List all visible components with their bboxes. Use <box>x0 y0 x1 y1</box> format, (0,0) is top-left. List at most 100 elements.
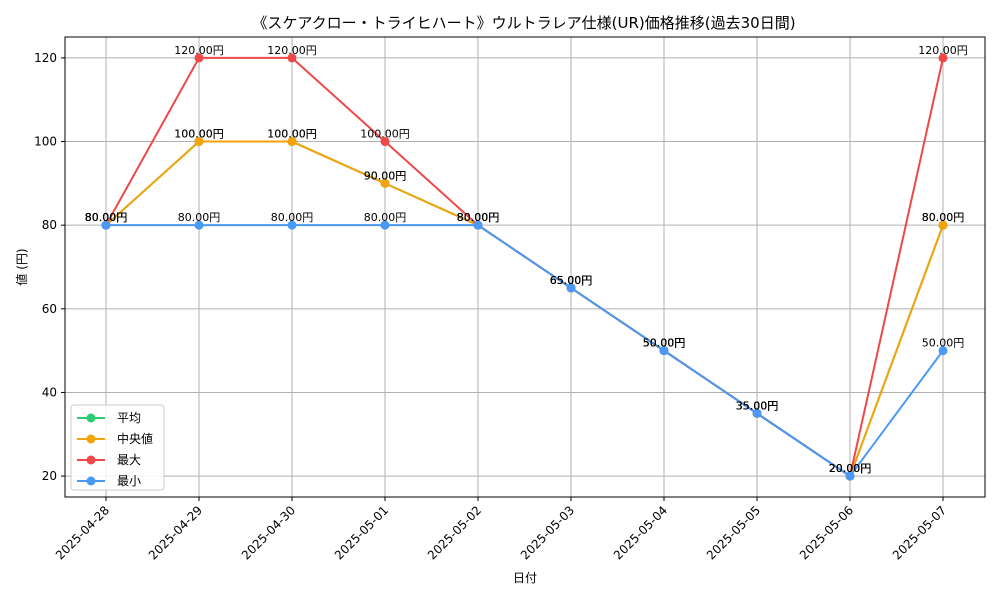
data-label: 90.00円 <box>364 169 407 182</box>
legend-label: 中央値 <box>117 431 153 446</box>
data-label: 80.00円 <box>364 211 407 224</box>
chart-title: 《スケアクロー・トライヒハート》ウルトラレア仕様(UR)価格推移(過去30日間) <box>252 14 795 32</box>
data-label: 20.00円 <box>829 462 872 475</box>
legend-marker <box>86 455 96 465</box>
legend-box <box>70 404 165 491</box>
data-label: 35.00円 <box>736 399 779 412</box>
data-point <box>194 53 204 63</box>
data-label: 100.00円 <box>267 128 317 141</box>
data-label: 20.00円 <box>829 462 872 475</box>
x-tick-label: 2025-04-28 <box>53 503 112 562</box>
data-point <box>380 178 390 188</box>
data-label: 90.00円 <box>364 169 407 182</box>
data-label: 80.00円 <box>85 211 128 224</box>
plot-frame <box>64 36 986 498</box>
data-labels: 80.00円 100.00円 100.00円 90.00円 80.00円 65.00円 50… <box>85 44 968 475</box>
data-point <box>194 220 204 230</box>
data-label: 50.00円 <box>922 337 965 350</box>
legend-entry: 中央値 <box>77 431 153 446</box>
x-tick-label: 2025-04-30 <box>239 503 298 562</box>
legend-entry: 最大 <box>77 453 141 467</box>
data-label: 65.00円 <box>550 274 593 287</box>
data-label: 20.00円 <box>829 462 872 475</box>
x-tick-label: 2025-05-01 <box>332 503 391 562</box>
legend-marker <box>86 476 96 486</box>
data-point <box>287 53 297 63</box>
y-tick-label: 20 <box>42 469 57 483</box>
data-label: 100.00円 <box>360 128 410 141</box>
x-axis-label: 日付 <box>513 571 537 585</box>
data-point <box>752 408 762 418</box>
data-label: 80.00円 <box>457 211 500 224</box>
data-point <box>287 137 297 147</box>
series-2 <box>101 53 948 481</box>
legend-label: 平均 <box>117 411 141 425</box>
x-axis-ticks: 2025-04-28 2025-04-29 2025-04-30 2025-05-01… <box>53 497 949 562</box>
legend-marker <box>86 413 96 423</box>
y-tick-label: 40 <box>42 385 57 399</box>
data-point <box>938 53 948 63</box>
series-lines <box>101 53 948 481</box>
data-label: 80.00円 <box>85 211 128 224</box>
y-tick-label: 60 <box>42 302 57 316</box>
data-label: 80.00円 <box>457 211 500 224</box>
legend-label: 最大 <box>117 453 141 467</box>
data-label: 50.00円 <box>643 337 686 350</box>
data-label: 120.00円 <box>267 44 317 57</box>
legend-entry: 平均 <box>77 411 141 425</box>
data-label: 65.00円 <box>550 274 593 287</box>
data-label: 50.00円 <box>643 337 686 350</box>
y-axis-label: 値 (円) <box>14 248 29 285</box>
data-point <box>473 220 483 230</box>
y-tick-label: 120 <box>34 51 57 65</box>
data-label: 50.00円 <box>643 337 686 350</box>
data-point <box>938 220 948 230</box>
x-tick-label: 2025-05-02 <box>425 503 484 562</box>
data-point <box>566 283 576 293</box>
legend-label: 最小 <box>117 474 141 488</box>
data-point <box>101 220 111 230</box>
x-tick-label: 2025-05-05 <box>704 503 763 562</box>
data-label: 80.00円 <box>85 211 128 224</box>
x-tick-label: 2025-05-07 <box>890 503 949 562</box>
series-line <box>105 56 944 478</box>
data-point <box>194 137 204 147</box>
legend-entry: 最小 <box>77 474 141 488</box>
x-tick-label: 2025-05-06 <box>797 503 856 562</box>
data-label: 20.00円 <box>829 462 872 475</box>
legend-marker <box>86 434 96 444</box>
data-label: 65.00円 <box>550 274 593 287</box>
x-tick-label: 2025-05-03 <box>518 503 577 562</box>
data-label: 100.00円 <box>267 128 317 141</box>
data-label: 80.00円 <box>85 211 128 224</box>
data-label: 80.00円 <box>922 211 965 224</box>
data-point <box>659 346 669 356</box>
data-label: 80.00円 <box>271 211 314 224</box>
data-label: 100.00円 <box>174 128 224 141</box>
data-point <box>380 137 390 147</box>
x-tick-label: 2025-05-04 <box>611 503 670 562</box>
data-label: 120.00円 <box>918 44 968 57</box>
data-point <box>845 471 855 481</box>
data-label: 35.00円 <box>736 399 779 412</box>
data-label: 80.00円 <box>922 211 965 224</box>
data-label: 50.00円 <box>643 337 686 350</box>
y-tick-label: 80 <box>42 218 57 232</box>
data-label: 80.00円 <box>178 211 221 224</box>
series-3 <box>101 220 948 481</box>
data-point <box>380 220 390 230</box>
y-axis-ticks: 20 40 60 80 100 120 <box>34 51 65 483</box>
x-tick-label: 2025-04-29 <box>146 503 205 562</box>
data-label: 80.00円 <box>457 211 500 224</box>
grid <box>65 37 985 497</box>
data-point <box>287 220 297 230</box>
data-label: 120.00円 <box>174 44 224 57</box>
data-label: 80.00円 <box>457 211 500 224</box>
y-tick-label: 100 <box>34 135 57 149</box>
data-label: 35.00円 <box>736 399 779 412</box>
series-line <box>106 224 944 478</box>
data-label: 100.00円 <box>174 128 224 141</box>
